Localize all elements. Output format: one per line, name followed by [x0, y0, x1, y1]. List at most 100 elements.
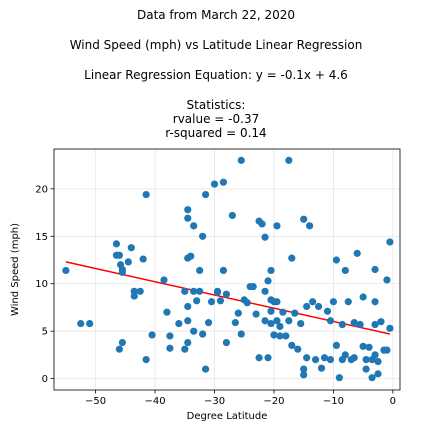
data-point — [267, 307, 275, 315]
data-point — [196, 266, 204, 275]
data-point — [184, 214, 192, 222]
data-point — [237, 156, 245, 164]
x-tick-label: −50 — [85, 396, 106, 407]
y-axis-ticks: 0 5 10 15 20 — [35, 184, 54, 385]
data-point — [86, 319, 94, 328]
data-point — [297, 319, 305, 328]
data-point — [231, 319, 239, 327]
data-point — [332, 341, 340, 350]
data-point — [300, 371, 308, 379]
data-point — [300, 215, 308, 223]
data-point — [374, 357, 382, 366]
data-point — [142, 190, 150, 199]
data-point — [130, 292, 138, 300]
data-point — [371, 351, 379, 359]
data-point — [353, 249, 361, 257]
data-point — [243, 299, 251, 307]
data-point — [365, 343, 373, 351]
data-point — [285, 317, 293, 325]
data-point — [142, 356, 150, 364]
data-point — [184, 317, 192, 325]
data-point — [303, 354, 311, 362]
data-point — [237, 330, 245, 338]
data-point — [267, 266, 275, 275]
data-point — [270, 331, 278, 339]
data-point — [309, 298, 317, 306]
data-point — [282, 332, 290, 340]
data-point — [199, 232, 207, 240]
data-point — [288, 341, 296, 350]
data-point — [228, 211, 236, 220]
data-point — [276, 322, 284, 331]
rsquared-text: r-squared = 0.14 — [165, 126, 267, 140]
data-point — [184, 302, 192, 311]
data-point — [184, 338, 192, 347]
data-point — [314, 302, 323, 311]
data-point — [190, 327, 198, 335]
data-point — [383, 276, 391, 284]
data-point — [166, 332, 174, 340]
x-tick-label: 0 — [390, 396, 396, 407]
data-point — [255, 354, 263, 362]
data-point — [219, 178, 228, 186]
data-point — [124, 258, 132, 266]
data-point — [234, 309, 242, 317]
x-axis-label: Degree Latitude — [187, 411, 268, 422]
data-point — [276, 332, 284, 340]
data-point — [359, 293, 367, 301]
data-point — [329, 298, 338, 306]
data-point — [350, 319, 358, 327]
data-point — [356, 320, 364, 329]
data-point — [279, 308, 287, 316]
data-point — [311, 356, 320, 364]
data-point — [213, 288, 222, 296]
data-point — [219, 266, 228, 275]
x-tick-label: −20 — [263, 396, 284, 407]
data-point — [193, 297, 201, 305]
data-point — [115, 345, 123, 353]
rvalue-text: rvalue = -0.37 — [172, 112, 260, 126]
y-tick-label: 20 — [35, 184, 48, 195]
x-tick-label: −40 — [145, 396, 166, 407]
data-point — [187, 252, 195, 260]
data-point — [344, 298, 352, 306]
data-point — [210, 180, 219, 188]
data-point — [196, 287, 204, 295]
data-point — [300, 365, 308, 373]
data-point — [261, 287, 269, 295]
data-point — [127, 244, 135, 252]
data-point — [258, 220, 266, 228]
statistics-heading: Statistics: — [186, 98, 246, 112]
data-point — [335, 374, 343, 382]
y-tick-label: 0 — [42, 374, 48, 385]
data-point — [350, 354, 358, 362]
data-point — [184, 206, 192, 214]
y-axis-label: Wind Speed (mph) — [10, 223, 21, 316]
data-point — [306, 222, 314, 230]
data-point — [190, 287, 198, 295]
data-point — [386, 238, 394, 246]
data-point — [320, 354, 329, 362]
data-point — [112, 240, 121, 248]
data-point — [252, 310, 260, 318]
data-point — [267, 319, 275, 328]
data-point — [163, 308, 171, 316]
data-point — [166, 344, 174, 352]
data-point — [374, 370, 382, 378]
data-point — [118, 338, 126, 347]
data-point — [291, 309, 299, 317]
data-point — [326, 317, 335, 325]
x-tick-label: −10 — [323, 396, 344, 407]
data-point — [338, 320, 346, 329]
chart-subtitle: Wind Speed (mph) vs Latitude Linear Regr… — [69, 38, 363, 52]
data-point — [303, 302, 311, 311]
data-point — [160, 276, 168, 284]
data-point — [216, 297, 225, 305]
data-point — [362, 356, 370, 364]
data-point — [285, 156, 293, 164]
data-point — [222, 290, 231, 298]
data-point — [323, 307, 332, 315]
data-point — [148, 331, 156, 339]
data-point — [273, 222, 281, 230]
